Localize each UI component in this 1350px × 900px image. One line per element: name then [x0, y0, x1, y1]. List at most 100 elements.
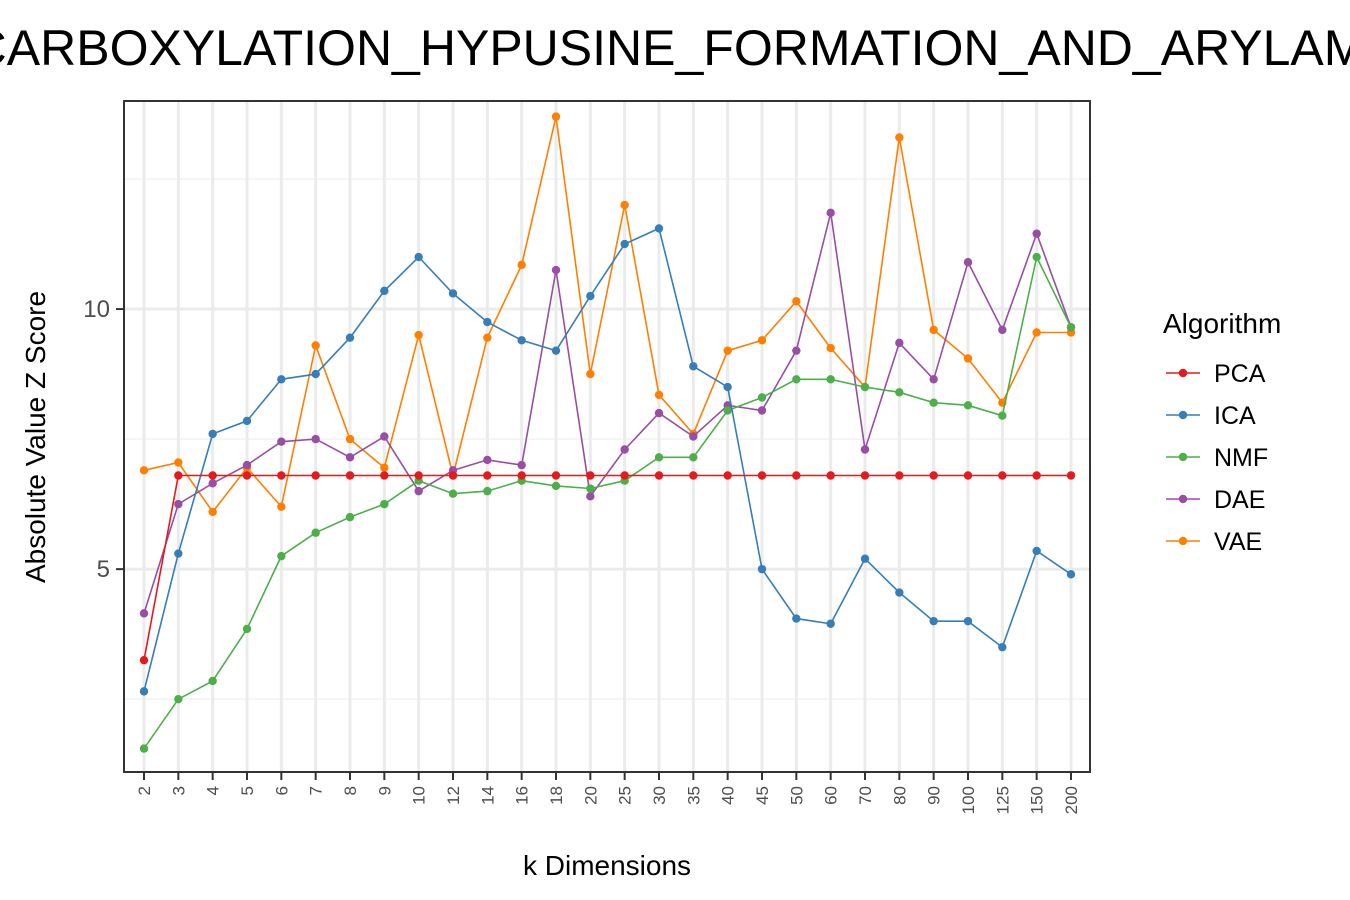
data-point	[757, 471, 767, 480]
data-point	[311, 341, 320, 350]
legend-marker	[1178, 494, 1188, 504]
data-point	[620, 445, 629, 454]
x-tick-label: 100	[959, 786, 978, 814]
data-point	[311, 434, 320, 444]
legend-label: ICA	[1214, 402, 1256, 430]
legend-marker	[1178, 368, 1188, 378]
data-point	[551, 481, 561, 491]
data-point	[826, 471, 835, 480]
data-point	[792, 471, 801, 480]
data-point	[242, 416, 252, 426]
data-point	[208, 479, 217, 488]
data-point	[860, 554, 870, 563]
data-point	[792, 297, 801, 306]
data-point	[483, 455, 492, 465]
y-axis-label: Absolute Value Z Score	[20, 291, 51, 583]
data-point	[311, 528, 320, 537]
legend-label: DAE	[1214, 486, 1265, 514]
grid	[124, 101, 1090, 772]
data-point	[345, 434, 355, 444]
data-point	[689, 453, 698, 462]
data-point	[483, 333, 492, 342]
x-tick-label: 50	[787, 786, 806, 805]
data-point	[654, 390, 664, 400]
x-tick-label: 3	[169, 786, 188, 795]
y-tick-label: 5	[97, 556, 110, 583]
y-axis: 5 10	[83, 296, 124, 583]
legend-label: PCA	[1214, 360, 1266, 388]
x-tick-label: 9	[375, 786, 394, 795]
data-point	[826, 619, 835, 628]
data-point	[586, 291, 595, 301]
data-point	[345, 512, 355, 522]
data-point	[1066, 471, 1076, 480]
series-line	[143, 227, 1072, 692]
data-point	[414, 252, 423, 262]
x-tick-label: 90	[925, 786, 944, 805]
data-point	[345, 471, 355, 480]
data-point	[963, 258, 973, 267]
plot-border	[123, 100, 1091, 773]
data-point	[208, 429, 217, 439]
data-point	[139, 655, 149, 665]
data-point	[174, 694, 183, 704]
x-tick-label: 2	[135, 786, 154, 795]
data-point	[277, 502, 286, 511]
series-ica	[139, 224, 1076, 696]
legend-label: NMF	[1214, 444, 1268, 472]
x-axis-label: k Dimensions	[523, 850, 691, 881]
data-point	[208, 676, 217, 686]
legend-label: VAE	[1214, 528, 1262, 556]
x-tick-label: 40	[719, 786, 738, 805]
data-point	[174, 499, 183, 509]
x-tick-label: 45	[753, 786, 772, 805]
data-point	[414, 330, 423, 340]
data-point	[208, 471, 217, 480]
data-point	[963, 354, 973, 363]
x-tick-label: 200	[1062, 786, 1081, 814]
data-point	[654, 471, 664, 480]
legend-items: PCA ICA NMF DAE VAE	[1166, 360, 1268, 556]
data-point	[380, 432, 389, 441]
data-point	[517, 260, 526, 270]
data-point	[723, 382, 732, 392]
data-point	[826, 208, 835, 218]
data-point	[1066, 570, 1076, 579]
data-point	[139, 687, 149, 696]
data-point	[277, 551, 286, 561]
x-tick-label: 30	[650, 786, 669, 805]
x-tick-label: 35	[684, 786, 703, 805]
series-line	[143, 116, 1071, 514]
data-point	[551, 112, 561, 121]
data-point	[963, 471, 973, 480]
data-point	[757, 393, 767, 402]
legend-marker	[1178, 452, 1188, 462]
legend-item-pca: PCA	[1166, 360, 1266, 388]
x-tick-label: 150	[1028, 786, 1047, 814]
data-point	[757, 336, 767, 345]
x-tick-label: 18	[547, 786, 566, 805]
data-point	[998, 411, 1007, 420]
legend-item-dae: DAE	[1166, 486, 1265, 514]
data-point	[551, 346, 561, 355]
x-tick-label: 80	[890, 786, 909, 805]
data-point	[277, 471, 286, 480]
series-line	[143, 254, 1072, 750]
data-point	[689, 362, 698, 371]
x-tick-label: 12	[444, 786, 463, 805]
x-tick-label: 14	[478, 786, 497, 805]
data-point	[380, 286, 389, 296]
data-point	[929, 375, 938, 384]
plot-area	[123, 100, 1091, 773]
data-point	[448, 489, 458, 498]
data-point	[689, 471, 698, 480]
data-point	[311, 471, 320, 480]
data-point	[620, 239, 629, 249]
y-tick-label: 10	[83, 296, 110, 323]
x-axis: 2 3 4 5 6 7 8 9 10 12 14 16 18 20 25 30 35 40 45 50 60 70 80 90…	[135, 772, 1081, 814]
series-line	[143, 212, 1072, 614]
data-point	[345, 333, 355, 342]
data-point	[1032, 229, 1041, 238]
data-point	[586, 369, 595, 379]
